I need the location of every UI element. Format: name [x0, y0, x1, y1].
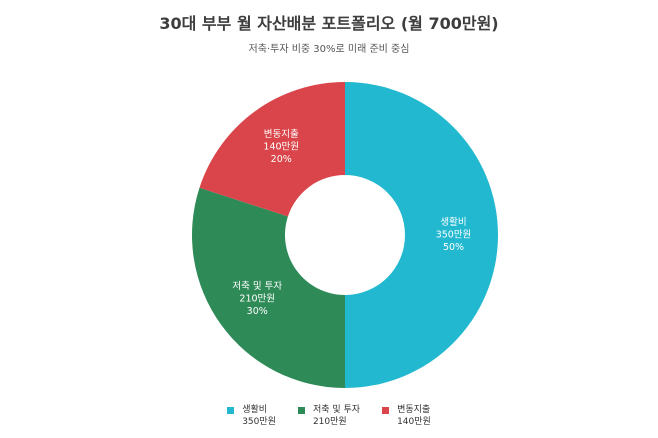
slice-data-label: 저축 및 투자 210만원 30%: [232, 280, 282, 317]
chart-title: 30대 부부 월 자산배분 포트폴리오 (월 700만원): [159, 14, 499, 33]
pie-slice: [199, 82, 345, 217]
legend-swatch: [227, 407, 235, 414]
pie-slice: [191, 187, 345, 388]
legend-item: 변동지출 140만원: [382, 404, 431, 428]
pie-slice: [345, 82, 498, 388]
legend-swatch: [297, 407, 305, 414]
slice-data-label: 변동지출 140만원 20%: [263, 129, 299, 165]
chart-subtitle: 저축·투자 비중 30%로 미래 준비 중심: [248, 44, 410, 55]
legend-label: 저축 및 투자 210만원: [312, 405, 361, 427]
legend-label: 변동지출 140만원: [397, 405, 431, 427]
slice-data-label: 생활비 350만원 50%: [436, 216, 472, 253]
legend-swatch: [382, 407, 390, 414]
legend-label: 생활비 350만원: [242, 405, 276, 427]
legend-item: 저축 및 투자 210만원: [297, 404, 361, 428]
legend-item: 생활비 350만원: [227, 404, 276, 428]
chart-legend: 생활비 350만원 저축 및 투자 210만원 변동지출 140만원: [0, 404, 658, 428]
